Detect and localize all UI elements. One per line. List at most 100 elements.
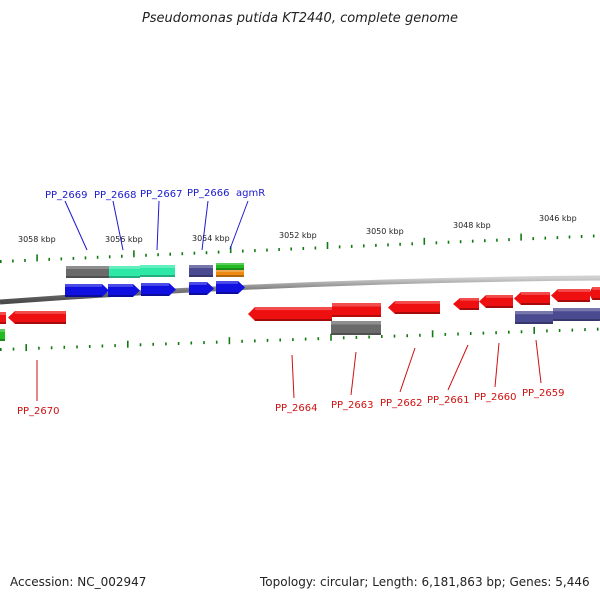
tick-mark <box>96 255 99 259</box>
leader-pp2664 <box>291 354 295 399</box>
edge-gene-right <box>589 287 600 300</box>
scale-label: 3058 kbp <box>18 235 56 244</box>
tick-mark <box>592 234 595 238</box>
tick-mark <box>203 341 205 345</box>
agmr-feature-orange <box>216 270 244 277</box>
pp2669-feature-shadow <box>66 276 109 278</box>
pp2659-feature <box>515 311 553 324</box>
pp2669-feature-shine <box>66 266 109 269</box>
edge-gene-right-body <box>589 287 600 300</box>
gene-label-top: PP_2669 <box>45 190 88 201</box>
pp2669-feature-body <box>66 266 109 278</box>
tick-mark <box>520 233 522 241</box>
pp2660-gene <box>479 295 513 308</box>
pp2668-gene-shadow <box>108 295 133 297</box>
scale-label: 3048 kbp <box>453 221 491 230</box>
tick-mark <box>72 256 75 260</box>
pp2663-gene-shine <box>332 303 381 307</box>
agmr-feature-orange-shine <box>216 270 244 272</box>
tick-mark <box>36 254 38 262</box>
tick-mark <box>457 332 459 336</box>
topology-text: Topology: circular; Length: 6,181,863 bp… <box>260 575 590 589</box>
tick-mark <box>254 339 256 343</box>
leader-pp2666 <box>201 200 209 251</box>
tick-mark <box>381 335 383 338</box>
pp2667-gene-body <box>141 283 176 296</box>
tick-mark <box>326 242 329 249</box>
pp2659-feature-b-shadow <box>553 319 600 321</box>
leader-pp2669 <box>64 200 88 251</box>
tick-mark <box>459 240 462 244</box>
tick-mark <box>266 338 269 342</box>
tick-mark <box>355 335 358 339</box>
agmr-gene-shine <box>216 281 238 284</box>
tick-mark <box>0 348 2 351</box>
tick-mark <box>314 246 317 250</box>
agmr-feature-orange-body <box>216 270 244 277</box>
scale-labels: 3058 kbp 3056 kbp 3054 kbp 3052 kbp 3050 kbp… <box>18 214 577 244</box>
tick-mark <box>190 341 193 345</box>
tick-mark <box>76 345 78 349</box>
pp2667-gene-shine <box>141 283 169 286</box>
gene-label-bottom: PP_2670 <box>17 406 60 417</box>
edge-gene-shine <box>0 312 6 315</box>
tick-mark <box>278 248 280 251</box>
tick-mark <box>145 253 147 257</box>
tick-mark <box>571 328 574 332</box>
pp2664-gene-shadow <box>255 319 332 321</box>
pp2659-feature-body <box>515 311 553 324</box>
gene-features <box>0 263 600 341</box>
tick-mark <box>431 330 434 338</box>
pp2659-gene-b <box>551 289 590 302</box>
edge-feature-shine <box>0 329 5 332</box>
outer-tick-ring <box>0 233 595 263</box>
tick-mark <box>217 250 220 254</box>
tick-mark <box>133 250 135 258</box>
tick-mark <box>350 244 353 248</box>
tick-mark <box>242 249 244 253</box>
pp2667-gene <box>141 283 176 296</box>
pp2668-feature <box>109 266 140 278</box>
edge-gene <box>0 312 6 324</box>
tick-mark <box>48 257 50 261</box>
tick-mark <box>495 331 497 335</box>
gene-label-bottom: PP_2660 <box>474 392 517 403</box>
edge-feature-body <box>0 329 5 341</box>
pp2668-gene <box>108 284 140 297</box>
gene-label-bottom: PP_2664 <box>275 403 318 414</box>
pp2659-feature-b-shine <box>553 308 600 312</box>
leader-pp2667 <box>156 200 160 251</box>
tick-mark <box>63 345 66 349</box>
scale-label: 3050 kbp <box>366 227 404 236</box>
edge-feature-shadow <box>0 339 5 341</box>
pp2659-gene-a-body <box>514 292 550 305</box>
pp2670-gene-shine <box>15 311 66 314</box>
tick-mark <box>127 340 129 348</box>
tick-mark <box>229 246 232 254</box>
tick-mark <box>330 333 332 341</box>
tick-mark <box>24 259 26 262</box>
pp2663-feature-shine <box>331 321 381 325</box>
agmr-gene-body <box>216 281 245 294</box>
label-leaders <box>36 200 542 401</box>
tick-mark <box>38 346 40 350</box>
tick-mark <box>50 346 53 350</box>
edge-gene-body <box>0 312 6 324</box>
pp2666-gene-shadow <box>189 293 207 295</box>
gene-label-top: agmR <box>236 188 265 199</box>
pp2663-feature-body <box>331 321 381 335</box>
pp2666-feature-body <box>189 265 213 277</box>
pp2660-gene-shine <box>486 295 513 298</box>
pp2667-feature-shine <box>140 265 175 268</box>
edge-gene-shadow <box>0 322 6 324</box>
tick-mark <box>88 345 91 348</box>
tick-mark <box>435 241 438 245</box>
tick-mark <box>205 251 208 255</box>
pp2667-gene-shadow <box>141 294 169 296</box>
pp2663-gene-shadow <box>332 315 381 317</box>
pp2666-gene-body <box>189 282 214 295</box>
tick-mark <box>304 337 307 341</box>
pp2661-gene-shine <box>460 298 479 301</box>
scale-label: 3046 kbp <box>539 214 577 223</box>
gene-label-top: PP_2667 <box>140 189 183 200</box>
